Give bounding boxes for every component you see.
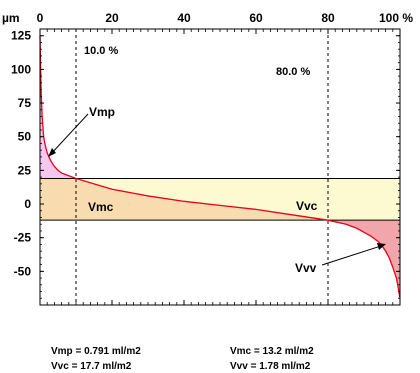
plot-background bbox=[40, 29, 400, 305]
results-panel: Vmp = 0.791 ml/m2 Vmc = 13.2 ml/m2 Vvc =… bbox=[0, 338, 420, 372]
vmp-arrow-head bbox=[48, 148, 56, 157]
bearing-curve bbox=[39, 35, 401, 299]
y-tick-label-5: 0 bbox=[24, 197, 31, 211]
y-tick-label-0: 125 bbox=[11, 29, 31, 43]
x-tick-label-0: 0 bbox=[37, 11, 44, 25]
markers-layer: 10.0 % 80.0 % bbox=[75, 29, 329, 305]
x-tick-label-1: 20 bbox=[105, 11, 119, 25]
x-tick-label-4: 80 bbox=[321, 11, 335, 25]
marker-label-0: 10.0 % bbox=[84, 45, 118, 57]
y-unit-label: µm bbox=[2, 11, 20, 25]
vmc-label: Vmc bbox=[88, 200, 114, 214]
vvc-label: Vvc bbox=[296, 199, 318, 213]
annotations-layer: Vmp Vmc Vvc Vvv bbox=[48, 105, 386, 275]
y-tick-label-1: 100 bbox=[11, 62, 31, 76]
y-tick-label-3: 50 bbox=[18, 130, 32, 144]
vvv-result: Vvv = 1.78 ml/m2 bbox=[230, 361, 311, 372]
x-tick-label-2: 40 bbox=[177, 11, 191, 25]
y-tick-label-7: -50 bbox=[14, 264, 32, 278]
bearing-area-curve-chart: 10.0 % 80.0 % 125 100 75 50 25 0 -25 -50 0 20 40 60 8… bbox=[2, 11, 413, 306]
axes-layer: 125 100 75 50 25 0 -25 -50 0 20 40 60 80 100 % µm bbox=[2, 11, 413, 306]
vmp-arrow-line bbox=[49, 113, 89, 156]
x-tick-label-3: 60 bbox=[249, 11, 263, 25]
curve-layer bbox=[39, 35, 401, 299]
vvc-result: Vvc = 17.7 ml/m2 bbox=[51, 361, 132, 372]
vmp-label: Vmp bbox=[89, 105, 115, 119]
y-tick-label-2: 75 bbox=[18, 96, 32, 110]
region-vmp bbox=[40, 35, 76, 179]
region-vvv bbox=[328, 220, 400, 299]
vmc-result: Vmc = 13.2 ml/m2 bbox=[230, 346, 314, 357]
vmp-result: Vmp = 0.791 ml/m2 bbox=[51, 346, 141, 357]
vvv-arrow-head bbox=[377, 243, 386, 250]
vvv-arrow-line bbox=[321, 244, 385, 266]
vvv-label: Vvv bbox=[295, 261, 317, 275]
region-vvc bbox=[76, 178, 400, 221]
y-tick-label-4: 25 bbox=[18, 163, 32, 177]
marker-label-1: 80.0 % bbox=[276, 66, 310, 78]
x-tick-label-5: 100 % bbox=[379, 11, 413, 25]
y-tick-label-6: -25 bbox=[14, 231, 32, 245]
